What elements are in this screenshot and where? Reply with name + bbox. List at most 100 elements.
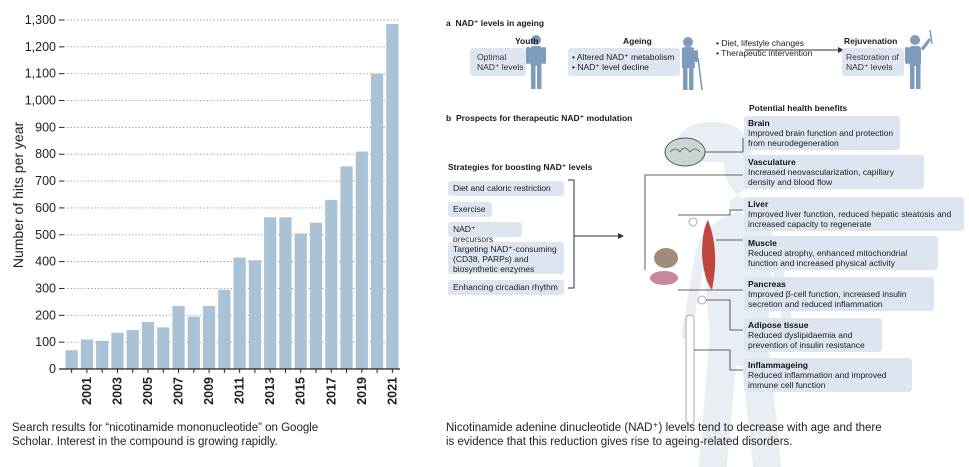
y-tick-label: 1,100 <box>25 67 56 81</box>
right-caption-line-1: Nicotinamide adenine dinucleotide (NAD⁺)… <box>446 422 882 434</box>
benefit-text: Reduced atrophy, enhanced mitochondrial … <box>748 248 908 268</box>
youth-heading: Youth <box>515 36 539 46</box>
bar-2002 <box>96 340 109 369</box>
youth-box <box>470 48 526 76</box>
benefit-liver: Liver Improved liver function, reduced h… <box>744 197 964 231</box>
bar-chart: 0 100 200 300 400 500 600 700 800 900 1,000 1,100 1,… <box>10 13 400 405</box>
panel-a-title: a NAD⁺ levels in ageing <box>446 18 544 28</box>
strategy-item: Targeting NAD⁺-consuming (CD38, PARPs) a… <box>448 242 564 274</box>
bar-2012 <box>248 260 262 369</box>
x-tick-label: 2009 <box>202 377 216 405</box>
bar-2010 <box>218 289 231 369</box>
pancreas-icon <box>650 271 678 285</box>
bone-icon <box>685 314 695 426</box>
right-caption: Nicotinamide adenine dinucleotide (NAD⁺)… <box>446 421 966 449</box>
strategy-item: Diet and caloric restriction <box>448 181 564 196</box>
y-tick-label: 400 <box>35 255 56 269</box>
middle-bullet-2: • Therapeutic intervention <box>716 48 813 58</box>
strategies-title: Strategies for boosting NAD⁺ levels <box>448 162 593 172</box>
panel-a-title-text: NAD⁺ levels in ageing <box>455 18 545 28</box>
ageing-box <box>568 48 680 76</box>
youth-line-1: Optimal <box>477 52 507 62</box>
nad-infographic: a NAD⁺ levels in ageing <box>440 0 969 467</box>
youth-figure-icon <box>526 35 546 89</box>
benefit-text: Increased neovascularization, capillary … <box>748 167 894 187</box>
youth-line-2: NAD⁺ levels <box>477 62 524 72</box>
strategies-bracket <box>568 179 618 289</box>
benefit-vasculature: Vasculature Increased neovascularization… <box>744 155 924 189</box>
x-tick-label: 2019 <box>355 377 369 405</box>
liver-icon <box>654 248 678 268</box>
bar-2008 <box>187 316 200 369</box>
benefit-name: Pancreas <box>748 279 786 289</box>
strategy-item: Enhancing circadian rhythm <box>448 280 564 295</box>
bar-2007 <box>172 305 185 369</box>
benefit-text: Reduced dyslipidaemia and prevention of … <box>748 330 865 350</box>
middle-bullet-1: • Diet, lifestyle changes <box>716 38 805 48</box>
y-tick-label: 600 <box>35 201 56 215</box>
benefit-inflammageing: Inflammageing Reduced inflammation and i… <box>744 358 912 392</box>
ageing-bullet-2: • NAD⁺ level decline <box>572 62 649 72</box>
bar-2009 <box>202 305 216 369</box>
x-tick-label: 2015 <box>294 377 308 405</box>
benefit-text: Reduced inflammation and improved immune… <box>748 370 887 390</box>
y-tick-label: 1,200 <box>25 40 56 54</box>
y-tick-label: 0 <box>49 362 56 376</box>
benefit-adipose-tissue: Adipose tissue Reduced dyslipidaemia and… <box>744 318 882 352</box>
left-caption-line-2: Scholar. Interest in the compound is gro… <box>12 436 278 448</box>
benefit-text: Improved liver function, reduced hepatic… <box>748 209 952 229</box>
ageing-figure-icon <box>682 37 703 91</box>
y-tick-label: 1,000 <box>25 94 56 108</box>
rejuvenation-heading: Rejuvenation <box>844 36 898 46</box>
panel-b-letter: b <box>446 113 452 123</box>
y-axis-ticks: 0 100 200 300 400 500 600 700 800 900 1,000 1,100 1,… <box>25 13 64 376</box>
panel-a-letter: a <box>446 18 451 28</box>
x-tick-label: 2005 <box>141 377 155 405</box>
bar-2003 <box>111 332 124 369</box>
benefit-name: Brain <box>748 118 770 128</box>
benefit-brain: Brain Improved brain function and protec… <box>744 116 900 150</box>
left-caption: Search results for “nicotinamide mononuc… <box>12 421 432 449</box>
bar-2004 <box>126 330 139 369</box>
y-tick-label: 300 <box>35 281 56 295</box>
bar-2017 <box>325 199 338 369</box>
benefit-text: Improved brain function and protection f… <box>748 128 894 148</box>
y-axis-title: Number of hits per year <box>10 122 26 269</box>
x-tick-label: 2003 <box>110 377 124 405</box>
y-tick-label: 900 <box>35 120 56 134</box>
x-tick-label: 2021 <box>385 377 399 405</box>
x-tick-label: 2011 <box>233 377 247 404</box>
strategy-item: Exercise <box>448 202 492 217</box>
adipose-icon <box>697 295 707 305</box>
x-tick-label: 2001 <box>80 377 94 405</box>
bar-2019 <box>355 151 368 369</box>
benefit-name: Muscle <box>748 238 777 248</box>
brain-icon <box>664 137 706 167</box>
rejuvenation-line-1: Restoration of <box>846 52 899 62</box>
bar-2013 <box>264 217 277 369</box>
benefit-name: Vasculature <box>748 157 796 167</box>
bar-2011 <box>233 257 246 369</box>
benefit-name: Adipose tissue <box>748 320 809 330</box>
benefits-title: Potential health benefits <box>749 103 848 113</box>
ageing-bullet-1: • Altered NAD⁺ metabolism <box>572 52 675 62</box>
muscle-icon <box>702 220 716 290</box>
strategy-item: NAD⁺ precursors <box>448 222 522 244</box>
panel-b-title-text: Prospects for therapeutic NAD⁺ modulatio… <box>455 113 633 123</box>
bar-2014 <box>279 217 292 369</box>
bar-2000 <box>65 350 78 369</box>
leader-lines <box>644 138 744 371</box>
rejuvenation-figure-icon <box>905 29 933 89</box>
benefit-name: Liver <box>748 199 769 209</box>
x-axis-ticks: 2001 2003 2005 2007 2009 2011 2013 2015 2017 2019… <box>71 369 399 405</box>
panel-b-title: b Prospects for therapeutic NAD⁺ modulat… <box>446 113 632 123</box>
bar-2020 <box>370 73 384 369</box>
x-tick-label: 2017 <box>324 377 338 405</box>
x-tick-label: 2013 <box>263 377 277 405</box>
bar-2018 <box>340 166 353 369</box>
rejuvenation-box <box>842 48 904 76</box>
x-tick-label: 2007 <box>172 377 186 405</box>
benefit-text: Improved β-cell function, increased insu… <box>748 289 907 309</box>
bar-2005 <box>141 322 155 369</box>
y-tick-label: 1,300 <box>25 13 56 27</box>
